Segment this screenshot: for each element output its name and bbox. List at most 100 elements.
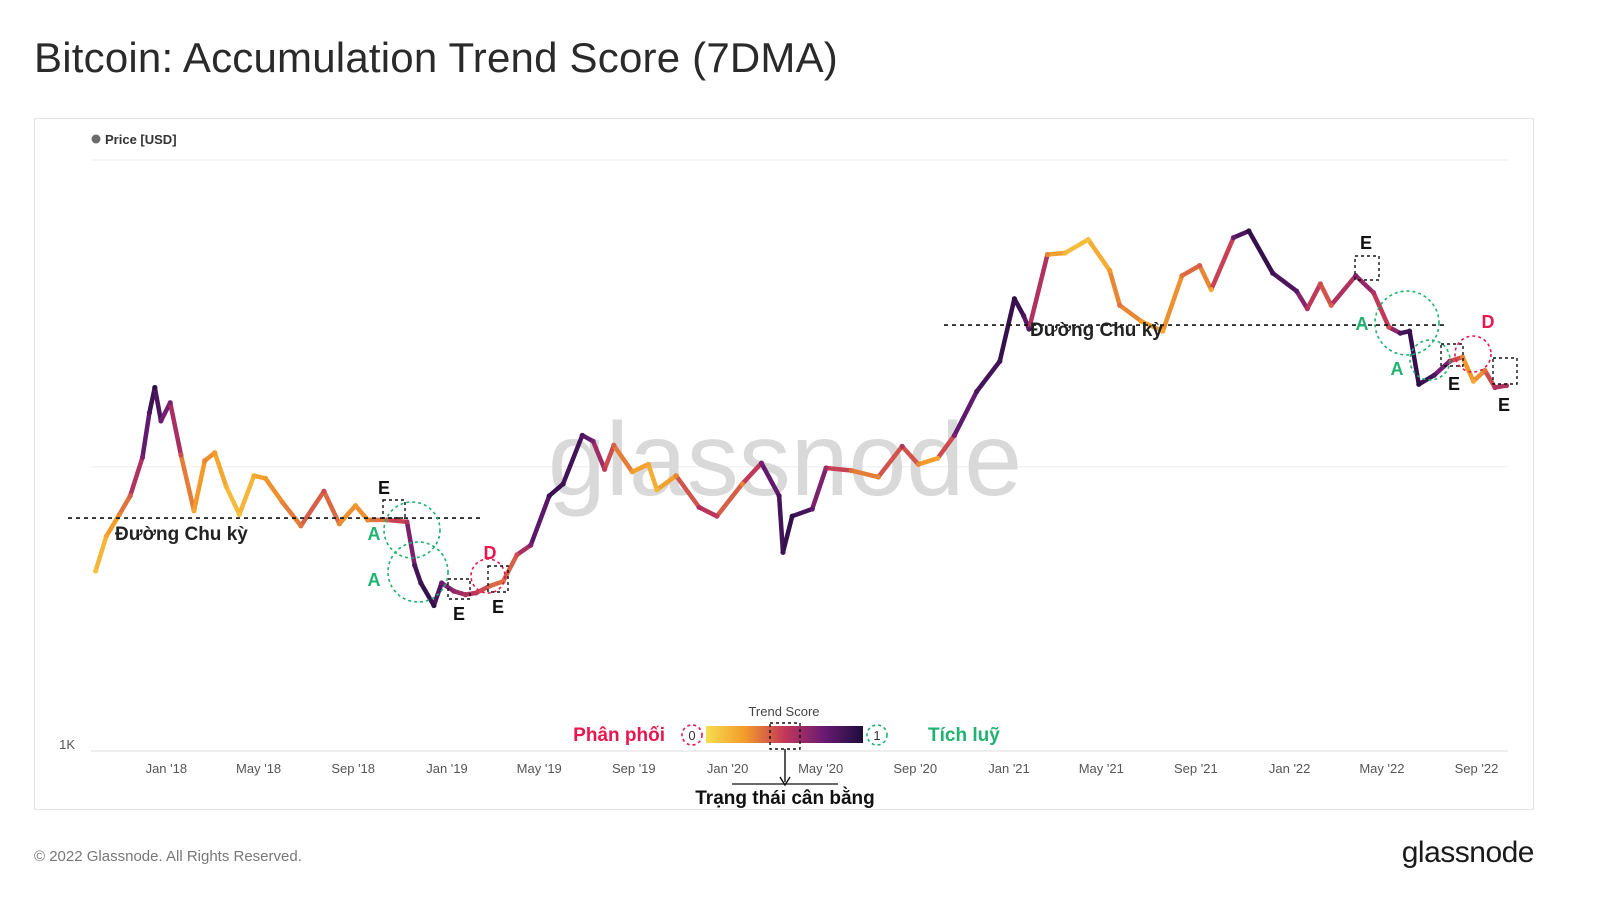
x-tick-label: Jan '20 (707, 761, 749, 776)
price-point (714, 513, 720, 519)
price-segment (974, 359, 1003, 394)
price-segment (298, 489, 327, 529)
price-point (1460, 354, 1466, 360)
price-segment (1107, 268, 1122, 308)
marker-label: E (453, 604, 465, 624)
price-segment (849, 468, 881, 480)
marker-box (447, 578, 471, 600)
price-point (116, 511, 123, 517)
price-segment (224, 484, 242, 517)
price-segment (1353, 273, 1376, 295)
price-point (601, 466, 608, 472)
price-point (915, 461, 921, 467)
price-segment (321, 489, 342, 527)
marker-circle (1374, 290, 1440, 356)
x-tick-label: May '18 (236, 761, 281, 776)
brand-logo: glassnode (1401, 836, 1535, 869)
price-point (739, 481, 745, 487)
price-point (202, 458, 208, 464)
price-point (438, 580, 445, 586)
x-tick-label: Jan '19 (426, 761, 468, 776)
price-point (223, 484, 229, 490)
x-tick-label: Jan '22 (1269, 761, 1311, 776)
price-segment (178, 452, 197, 514)
price-point (780, 549, 786, 555)
price-segment (776, 493, 786, 555)
price-point (875, 474, 881, 480)
trend-score-title: Trend Score (748, 704, 819, 719)
price-segment (1328, 273, 1359, 308)
price-segment (1085, 237, 1112, 273)
price-segment (899, 444, 921, 467)
x-tick-label: May '21 (1079, 761, 1124, 776)
trend-score-min: 0 (688, 728, 695, 743)
price-point (1011, 296, 1017, 302)
price-segment (560, 433, 585, 487)
price-point (451, 588, 457, 594)
price-segment (646, 462, 660, 493)
price-point (146, 410, 153, 416)
price-point (212, 450, 218, 456)
marker-label: A (368, 524, 381, 544)
price-point (1270, 270, 1276, 276)
price-segment (1117, 302, 1144, 324)
price-segment (1197, 263, 1214, 292)
price-segment (1139, 319, 1166, 334)
price-segment (759, 460, 782, 499)
y-tick-label: 1K (59, 737, 75, 752)
marker-box (1492, 357, 1518, 385)
trend-score-max: 1 (873, 728, 880, 743)
price-segment (1231, 228, 1252, 240)
price-segment (1471, 368, 1488, 384)
price-point (673, 473, 679, 479)
price-segment (952, 389, 979, 438)
x-tick-label: Jan '18 (146, 761, 188, 776)
price-point (1416, 381, 1422, 387)
balance-label: Trạng thái cân bằng (695, 787, 874, 809)
price-segment (876, 444, 905, 480)
x-tick-label: May '20 (798, 761, 843, 776)
marker-circle (1454, 335, 1492, 373)
price-point (1044, 251, 1051, 258)
price-segment (237, 473, 257, 517)
price-segment (590, 438, 607, 472)
price-point (191, 508, 197, 514)
price-segment (935, 433, 957, 461)
price-segment (1246, 228, 1275, 276)
price-segment (1460, 354, 1476, 384)
price-point (809, 506, 815, 512)
price-point (321, 488, 327, 494)
price-point (298, 523, 304, 529)
balance-arrowhead (779, 776, 791, 787)
price-point (93, 568, 99, 574)
price-point (236, 511, 242, 517)
price-segment (916, 456, 940, 467)
price-segment (546, 481, 566, 499)
price-segment (611, 443, 635, 475)
x-tick-label: May '22 (1359, 761, 1404, 776)
price-segment (418, 580, 437, 608)
price-point (1117, 302, 1123, 308)
price-segment (212, 450, 229, 490)
price-point (251, 473, 257, 479)
price-point (1353, 273, 1359, 279)
price-point (178, 452, 184, 458)
distribution-label: Phân phối (573, 725, 665, 746)
min-circle (681, 724, 703, 746)
price-point (1304, 306, 1310, 312)
price-point (848, 467, 854, 474)
price-point (1317, 281, 1323, 287)
balance-box (769, 722, 801, 750)
x-tick-label: Sep '21 (1174, 761, 1218, 776)
price-segment (337, 503, 358, 527)
price-segment (280, 500, 304, 529)
price-segment (630, 462, 651, 475)
copyright-footer: © 2022 Glassnode. All Rights Reserved. (34, 848, 302, 865)
price-segment (1179, 263, 1202, 278)
marker-label: E (1360, 233, 1372, 253)
price-segment (140, 410, 152, 460)
price-point (1370, 289, 1377, 296)
price-point (934, 455, 941, 462)
price-point (1138, 318, 1144, 324)
price-point (1026, 326, 1032, 332)
